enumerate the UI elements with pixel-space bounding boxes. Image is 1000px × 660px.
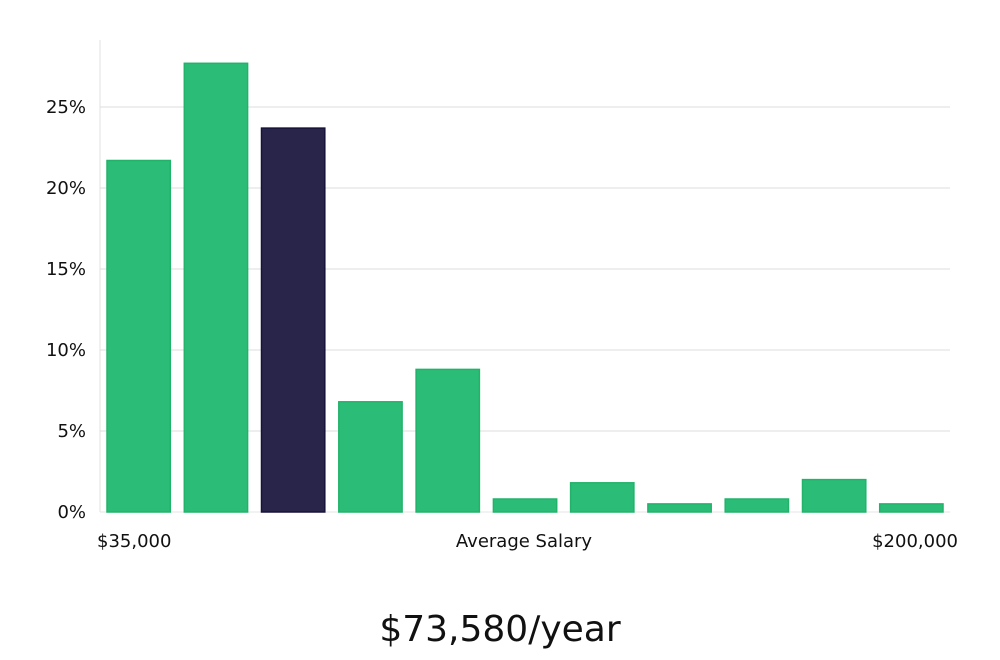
bar (724, 498, 790, 513)
salary-distribution-chart: 0% 5% 10% 15% 20% 25% $35,000 Average Salary … (46, 40, 958, 552)
y-tick-label: 15% (46, 259, 86, 280)
bars (106, 62, 944, 513)
bar (647, 503, 712, 513)
bar (338, 401, 403, 513)
bar (415, 368, 481, 513)
y-tick-label: 20% (46, 178, 86, 199)
x-label-min: $35,000 (97, 531, 171, 552)
y-tick-label: 0% (57, 502, 86, 523)
bar-highlighted (260, 127, 326, 513)
bar (569, 482, 635, 513)
x-label-max: $200,000 (872, 531, 958, 552)
average-salary-value: $73,580/year (379, 609, 621, 650)
y-tick-label: 25% (46, 97, 86, 118)
x-axis-title: Average Salary (456, 531, 593, 552)
bar (492, 498, 558, 513)
bar (183, 62, 249, 513)
bar (801, 478, 867, 513)
bar (106, 159, 172, 513)
bar (878, 503, 944, 513)
y-tick-label: 5% (57, 421, 86, 442)
x-axis-labels: $35,000 Average Salary $200,000 (97, 531, 958, 552)
y-tick-label: 10% (46, 340, 86, 361)
y-tick-labels: 0% 5% 10% 15% 20% 25% (46, 97, 86, 523)
